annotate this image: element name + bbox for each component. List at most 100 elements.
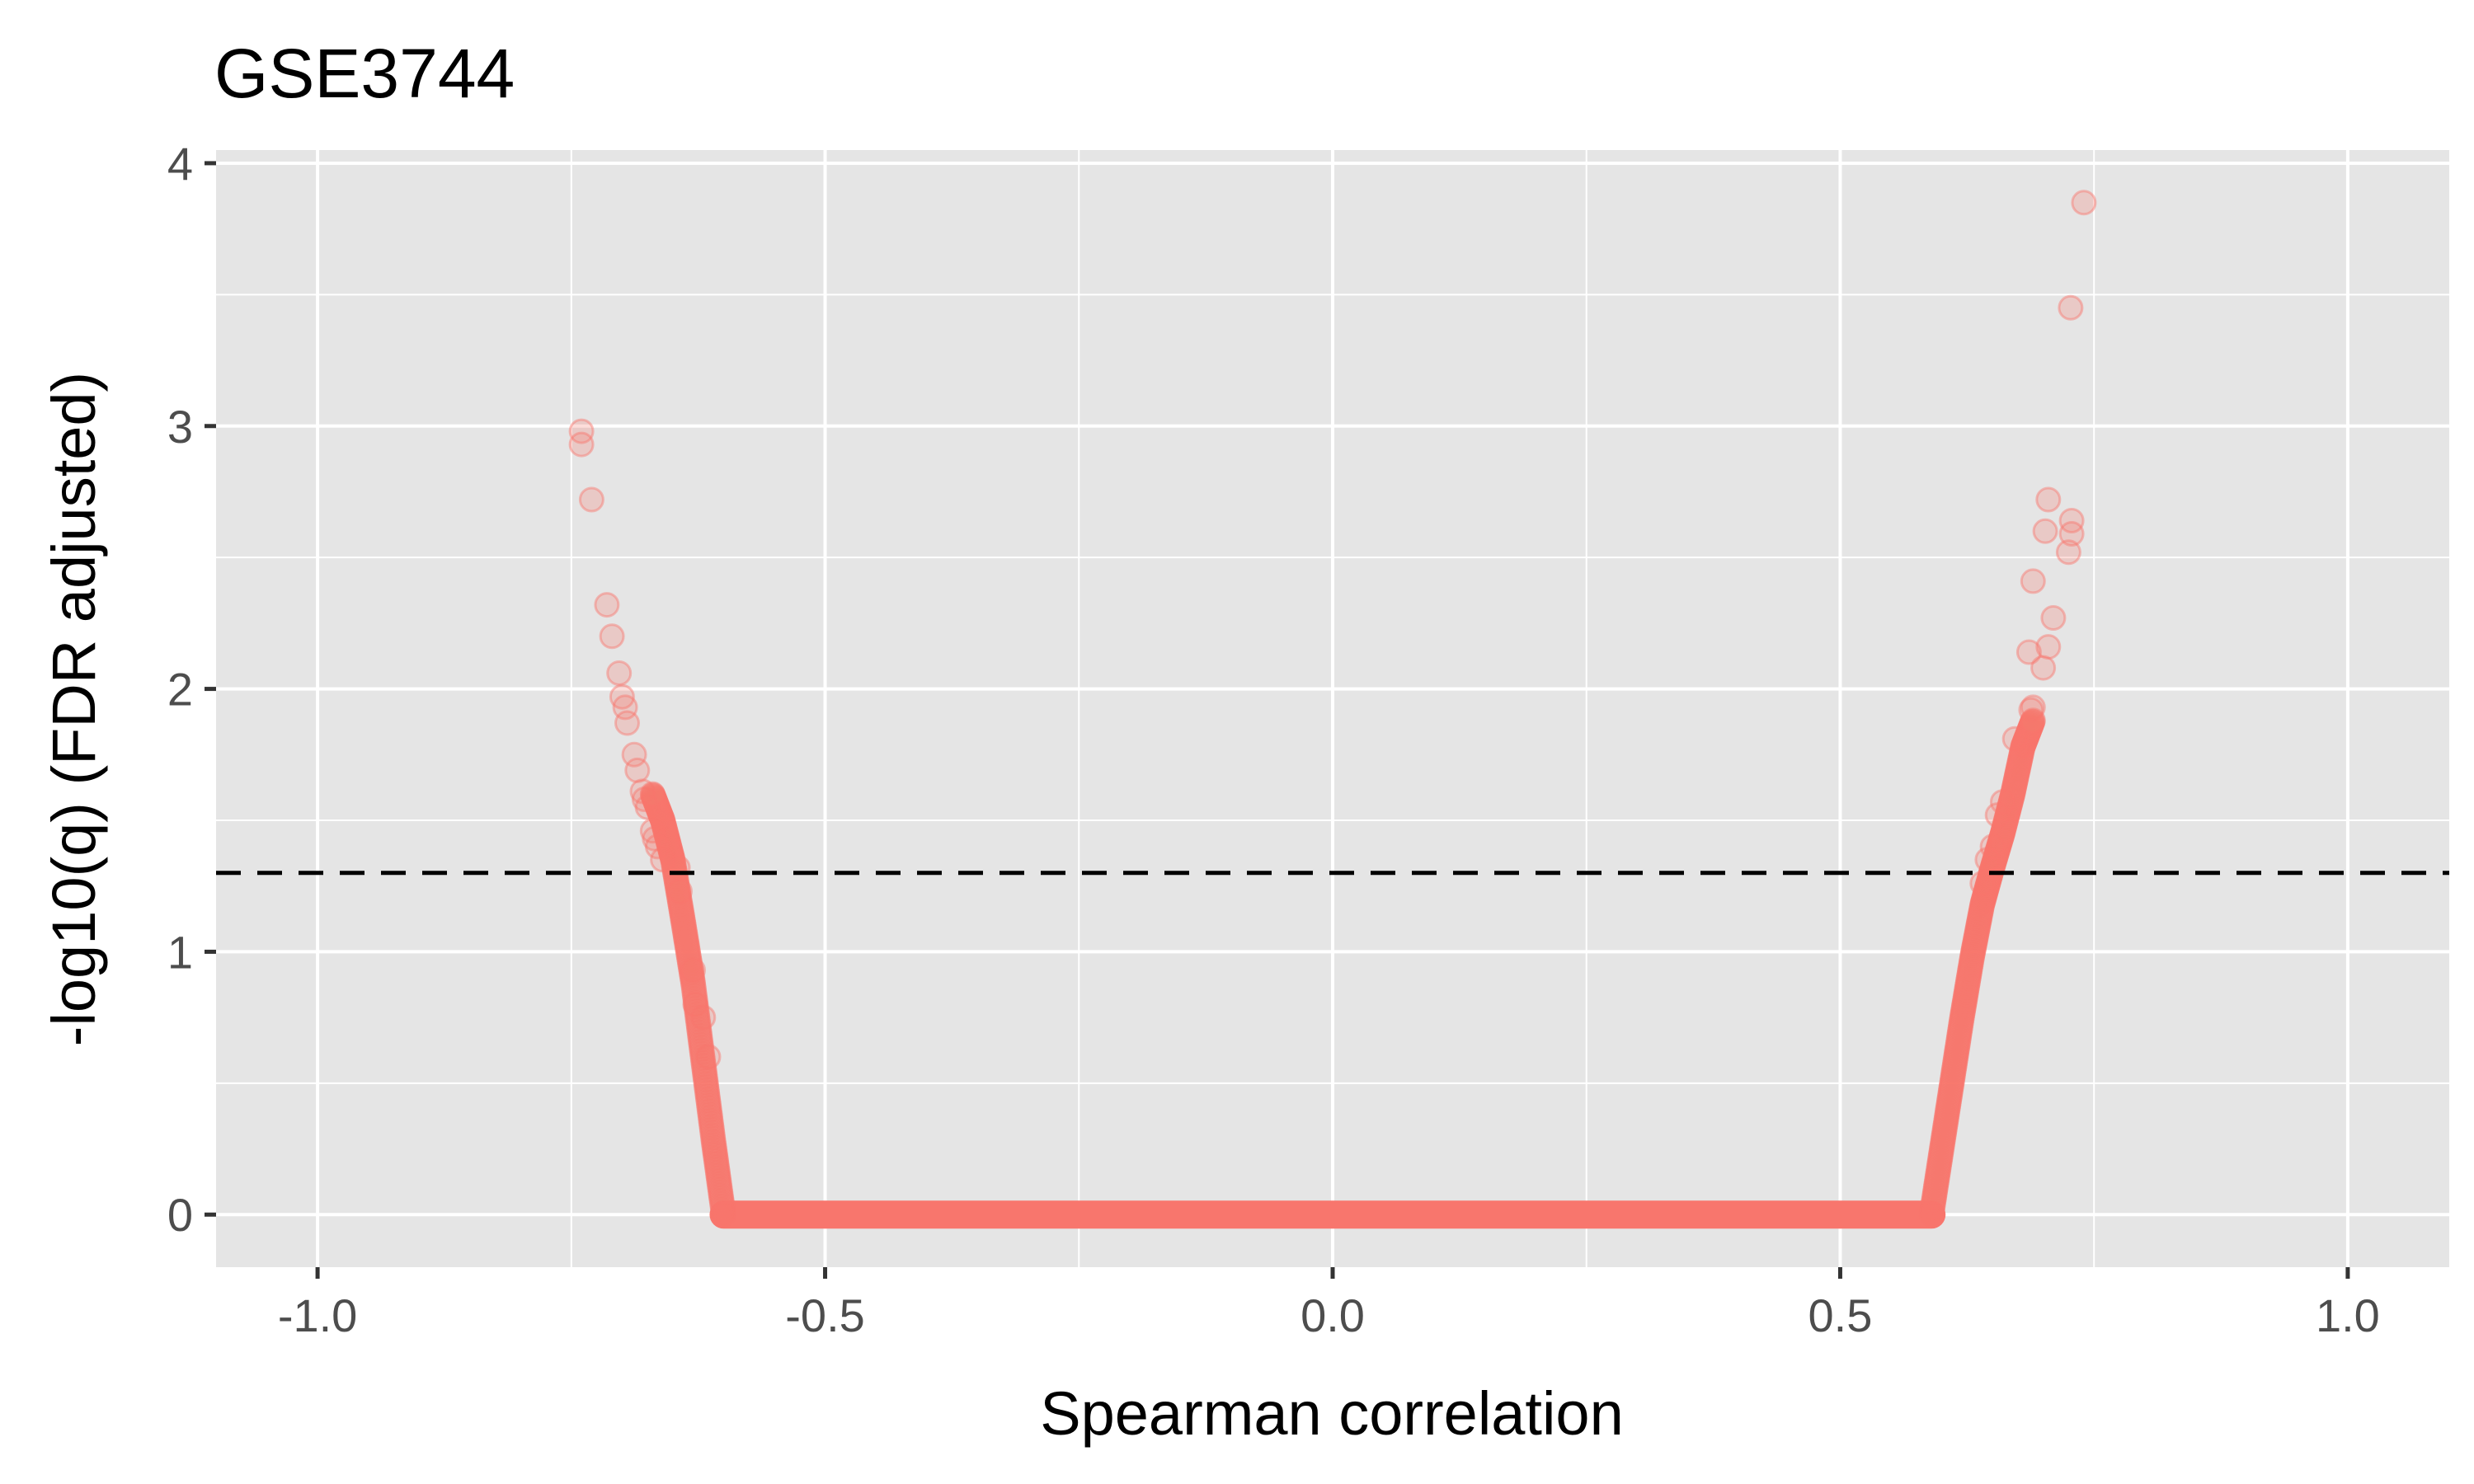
data-point (594, 592, 620, 618)
data-point-right (1990, 819, 2016, 845)
data-point-right (1992, 811, 2018, 838)
data-point-right (1922, 1174, 1949, 1200)
data-point-left (681, 982, 708, 1008)
data-point-right (1973, 880, 1999, 906)
data-point-right (1998, 786, 2025, 812)
data-point-left (647, 800, 673, 826)
data-point-right (1967, 905, 1992, 932)
data-point-right (1956, 960, 1982, 986)
data-point-right (1921, 1189, 1947, 1215)
data-point-left (674, 929, 699, 956)
data-point-left (669, 900, 695, 927)
data-point-right (2011, 730, 2038, 756)
data-point-right (1959, 942, 1986, 968)
data-point-right (1968, 894, 1995, 919)
data-point-left (670, 904, 696, 931)
data-point-right (1977, 863, 2003, 890)
data-point-left (692, 1061, 718, 1087)
data-point-right (1934, 1101, 1960, 1127)
data-point-left (651, 810, 676, 837)
data-point-right (1935, 1090, 1962, 1116)
data-point-left (680, 965, 706, 992)
data-point-right (1931, 1120, 1957, 1147)
data-point-right (2001, 772, 2028, 798)
data-point (1979, 834, 2006, 860)
data-point (2058, 521, 2085, 547)
data-point-right (2012, 726, 2039, 753)
data-point-left (699, 1119, 726, 1145)
data-point-left (676, 946, 703, 972)
data-point-right (1923, 1168, 1950, 1195)
data-point-right (1947, 1014, 1973, 1040)
data-point-right (2002, 768, 2029, 795)
data-point-right (1929, 1136, 1954, 1162)
data-point-right (1971, 884, 1997, 910)
data-point-left (700, 1125, 727, 1151)
data-point-right (1925, 1158, 1951, 1185)
data-point (639, 818, 666, 844)
data-point-right (1964, 918, 1991, 944)
data-point-right (1964, 916, 1991, 942)
data-point-left (699, 1122, 726, 1148)
data-point-left (659, 843, 685, 870)
data-point-left (710, 1195, 736, 1222)
data-point-right (2005, 755, 2031, 782)
data-point-left (703, 1150, 730, 1176)
data-point-left (678, 956, 704, 982)
data-point-left (666, 886, 693, 913)
data-point-right (1978, 857, 2005, 884)
x-tick-label: 0.5 (1808, 1289, 1873, 1341)
data-point-right (1996, 795, 2022, 821)
data-point-left (675, 943, 702, 970)
data-point-left (703, 1142, 728, 1168)
data-point-left (678, 958, 704, 984)
y-tick-label: 2 (167, 664, 193, 716)
data-point-left (649, 806, 675, 833)
data-point-right (1960, 937, 1987, 964)
data-point-right (2020, 707, 2046, 734)
data-point-left (650, 807, 676, 834)
data-point-left (681, 979, 708, 1006)
data-point-left (655, 829, 681, 855)
data-point-left (697, 1101, 723, 1127)
data-point-left (644, 793, 670, 819)
data-point-right (2004, 759, 2030, 786)
data-point-right (2006, 748, 2033, 774)
data-point-right (1951, 990, 1978, 1017)
data-point-left (684, 1001, 710, 1026)
data-point-right (1958, 951, 1984, 977)
data-point (2032, 518, 2058, 544)
data-point (621, 741, 647, 768)
data-point-right (1974, 873, 2001, 899)
data-point-right (1932, 1113, 1959, 1139)
data-point-right (2012, 727, 2039, 754)
y-tick-label: 4 (167, 138, 193, 190)
data-point-right (1959, 940, 1986, 966)
data-point-right (1933, 1108, 1959, 1134)
data-point-left (689, 1043, 716, 1069)
data-point-right (1948, 1009, 1974, 1036)
data-point-right (1941, 1052, 1968, 1078)
data-point-left (677, 953, 703, 979)
data-point-left (681, 976, 707, 1003)
data-point-right (1945, 1035, 1970, 1061)
data-point-left (675, 937, 701, 962)
data-point-right (1940, 1060, 1967, 1087)
x-tick-label: 0.0 (1300, 1289, 1365, 1341)
data-point-right (1988, 825, 2014, 852)
data-point-left (657, 836, 684, 862)
data-point-right (1950, 1000, 1976, 1026)
data-point-left (708, 1187, 735, 1214)
data-point-right (2011, 730, 2037, 757)
data-point-left (688, 1031, 714, 1057)
data-point-right (2007, 746, 2034, 773)
data-point-left (690, 1049, 717, 1075)
data-point-right (1937, 1082, 1963, 1109)
data-point-right (1929, 1134, 1955, 1159)
data-point-right (2001, 777, 2027, 804)
data-point-left (675, 938, 701, 965)
x-axis-title: Spearman correlation (1040, 1379, 1623, 1448)
data-point-right (2001, 776, 2027, 801)
data-point-right (1968, 895, 1995, 922)
data-point-left (692, 1064, 718, 1091)
